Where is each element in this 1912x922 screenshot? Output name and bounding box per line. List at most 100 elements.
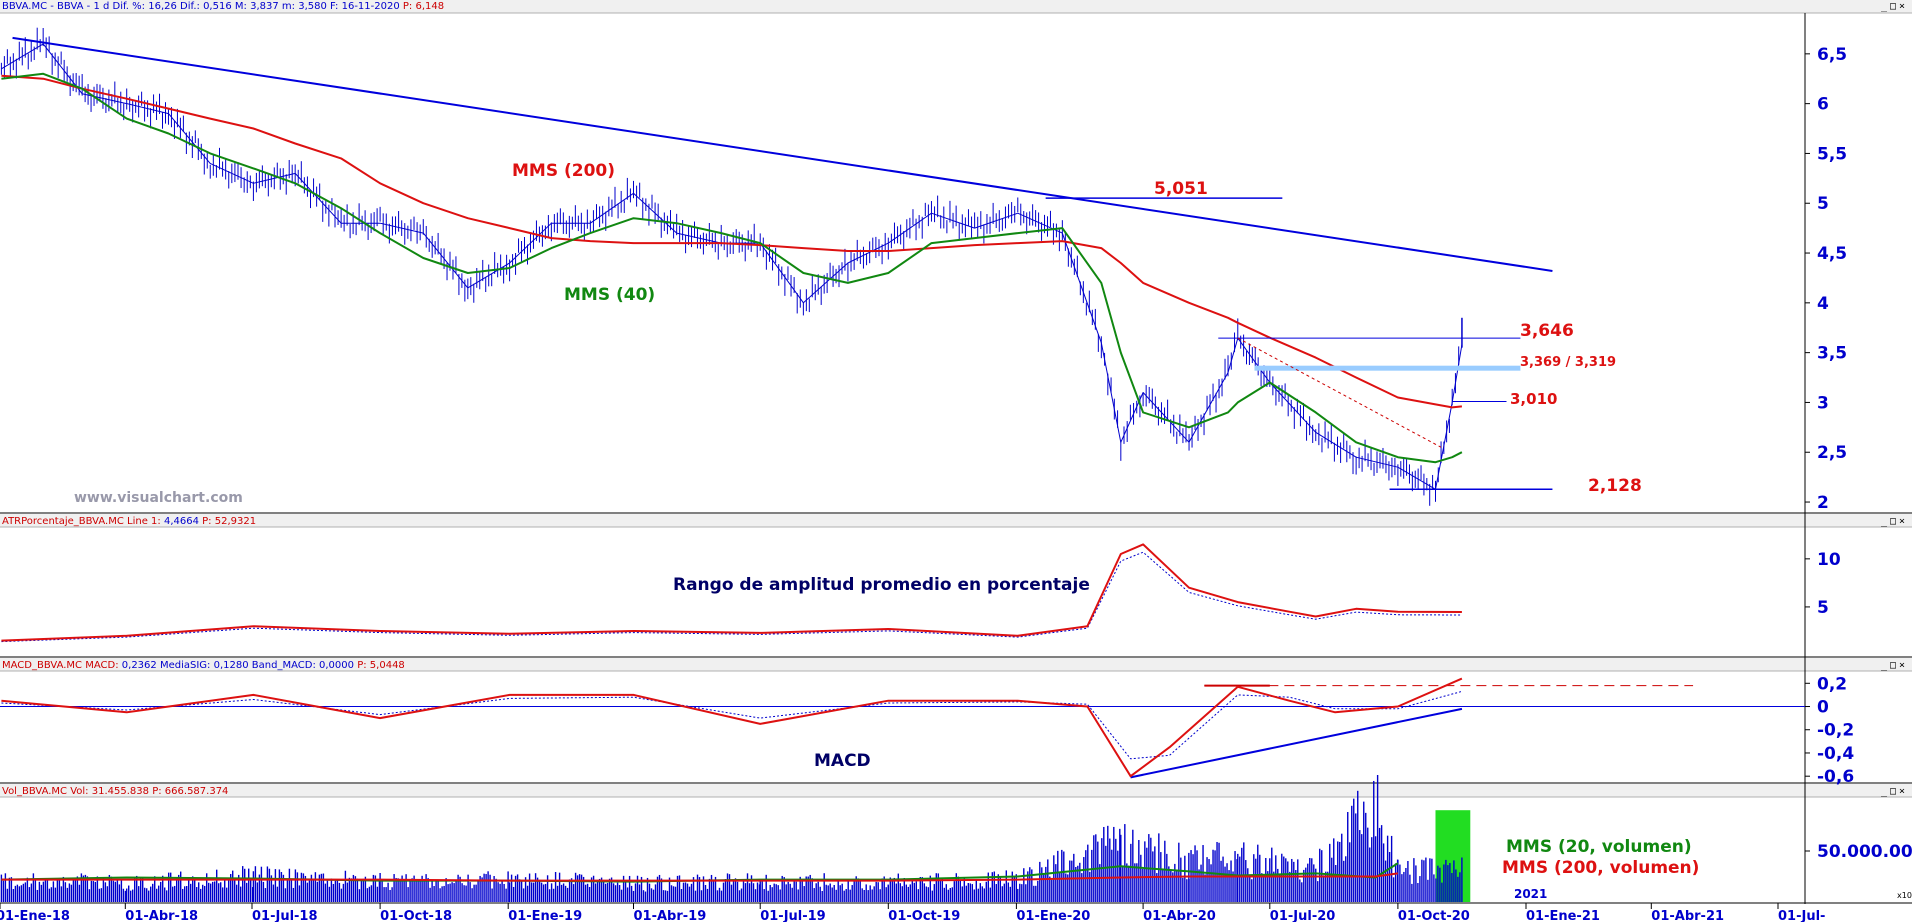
resistance-band [1254,365,1521,371]
price-y-tick-label: 4 [1817,294,1829,314]
max-value: 3,837 [250,1,279,12]
x-axis-tick-label: 01-Abr-21 [1651,909,1724,922]
price-symbol: BBVA.MC - BBVA - 1 d [2,1,110,12]
price-y-tick-label: 4,5 [1817,244,1847,264]
atr-y-tick-label: 5 [1817,598,1829,618]
macd-sig-label: MediaSIG: [159,660,211,671]
price-line [1,43,1463,490]
x-axis-tick-label: 01-Abr-18 [125,909,198,922]
zoom-label: x10 [1897,891,1912,900]
macd-window-controls[interactable]: _□× [1880,660,1908,671]
dif-pct-label: Dif. %: [112,1,146,12]
price-y-tick-label: 5,5 [1817,144,1847,164]
atr-title: Rango de amplitud promedio en porcentaje [673,575,1090,595]
x-axis-tick-label: 01-Oct-18 [380,909,452,922]
x-axis-tick-label: 01-Ene-20 [1016,909,1090,922]
macd-line [1,677,1463,778]
x-axis-tick-label: 01-Jul-20 [1270,909,1336,922]
x-axis-tick-label: 01-Abr-19 [634,909,707,922]
atr-line [1,543,1462,642]
panel-header-bar [0,658,1912,671]
atr-line-label: Line 1: [127,516,161,527]
x-axis-tick-label: 01-Oct-20 [1398,909,1470,922]
macd-signal-line [1,690,1463,760]
level-label-2128: 2,128 [1588,476,1642,496]
max-label: M: [234,1,247,12]
macd-title: MACD [814,751,871,771]
macd-label: MACD: [85,660,119,671]
atr-window-controls[interactable]: _□× [1880,516,1908,527]
panel-header-bar [0,784,1912,797]
macd-band-value: 0,0000 [319,660,355,671]
atr-y-tick-label: 10 [1817,550,1841,570]
atr-signal-line [1,551,1462,643]
volume-legend-mms20: MMS (20, volumen) [1506,837,1692,857]
volume-name: Vol_BBVA.MC [2,786,68,797]
macd-y-tick-label: 0 [1817,698,1829,718]
macd-name: MACD_BBVA.MC [2,660,83,671]
price-y-tick-label: 6,5 [1817,45,1847,65]
macd-p-label: P: [357,660,367,671]
volume-vol-label: Vol: [70,786,89,797]
date-label: F: [330,1,339,12]
price-panel-header: BBVA.MC - BBVA - 1 d Dif. %: 16,26 Dif.:… [2,1,444,12]
macd-sig-value: 0,1280 [213,660,249,671]
x-axis-tick-label: 01-Ene-19 [508,909,582,922]
x-axis-tick-label: 01-Jul- [1778,909,1825,922]
macd-y-tick-label: -0,4 [1817,744,1854,764]
mms200-annotation: MMS (200) [512,161,615,181]
price-y-tick-label: 3 [1817,393,1829,413]
macd-support-trendline [1130,707,1463,779]
x-axis-tick-label: 01-Ene-18 [0,909,70,922]
macd-p-value: 5,0448 [369,660,405,671]
panel-header-bar [0,0,1912,13]
volume-p-label: P: [152,786,162,797]
resistance-trendline [12,36,1553,272]
price-y-tick-label: 2,5 [1817,443,1847,463]
level-label-3010: 3,010 [1510,390,1557,408]
atr-line-value: 4,4664 [163,516,199,527]
price-value: 6,148 [415,1,445,12]
volume-mms200-line [1,872,1399,882]
atr-panel-header: ATRPorcentaje_BBVA.MC Line 1: 4,4664 P: … [2,516,256,527]
date-value: 16-11-2020 [341,1,400,12]
volume-highlight [1435,810,1471,902]
atr-p-label: P: [202,516,212,527]
macd-y-tick-label: -0,6 [1817,767,1854,787]
x-axis-tick-label: 01-Jul-18 [252,909,318,922]
macd-y-tick-label: -0,2 [1817,721,1854,741]
volume-p-value: 666.587.374 [164,786,229,797]
dif-value: 0,516 [203,1,232,12]
min-value: 3,580 [298,1,327,12]
x-axis-tick-label: 01-Jul-19 [760,909,826,922]
x-axis-tick-label: 01-Abr-20 [1143,909,1216,922]
volume-vol-value: 31.455.838 [91,786,150,797]
price-y-tick-label: 5 [1817,194,1829,214]
macd-y-tick-label: 0,2 [1817,674,1847,694]
level-label-5051: 5,051 [1154,179,1208,199]
x-axis-tick-label: 01-Ene-21 [1526,909,1600,922]
volume-window-controls[interactable]: _□× [1880,786,1908,797]
dif-pct-value: 16,26 [148,1,177,12]
mms40-annotation: MMS (40) [564,285,655,305]
price-y-tick-label: 3,5 [1817,344,1847,364]
level-label-3646: 3,646 [1520,321,1574,341]
min-label: m: [281,1,296,12]
dif-label: Dif.: [180,1,200,12]
volume-y-tick-label: 50.000.00 [1817,842,1912,862]
macd-value: 0,2362 [121,660,157,671]
macd-band-label: Band_MACD: [251,660,316,671]
x-axis-year-label: 2021 [1514,887,1547,901]
price-y-tick-label: 6 [1817,95,1829,115]
price-window-controls[interactable]: _□× [1880,1,1908,12]
downtrend-dashed-line [1237,337,1442,448]
macd-panel-header: MACD_BBVA.MC MACD: 0,2362 MediaSIG: 0,12… [2,660,405,671]
atr-p-value: 52,9321 [214,516,257,527]
mms200-line [1,74,1463,409]
panel-header-bar [0,514,1912,527]
volume-legend-mms200: MMS (200, volumen) [1502,858,1699,878]
price-y-tick-label: 2 [1817,493,1829,513]
price-label: P: [402,1,413,12]
